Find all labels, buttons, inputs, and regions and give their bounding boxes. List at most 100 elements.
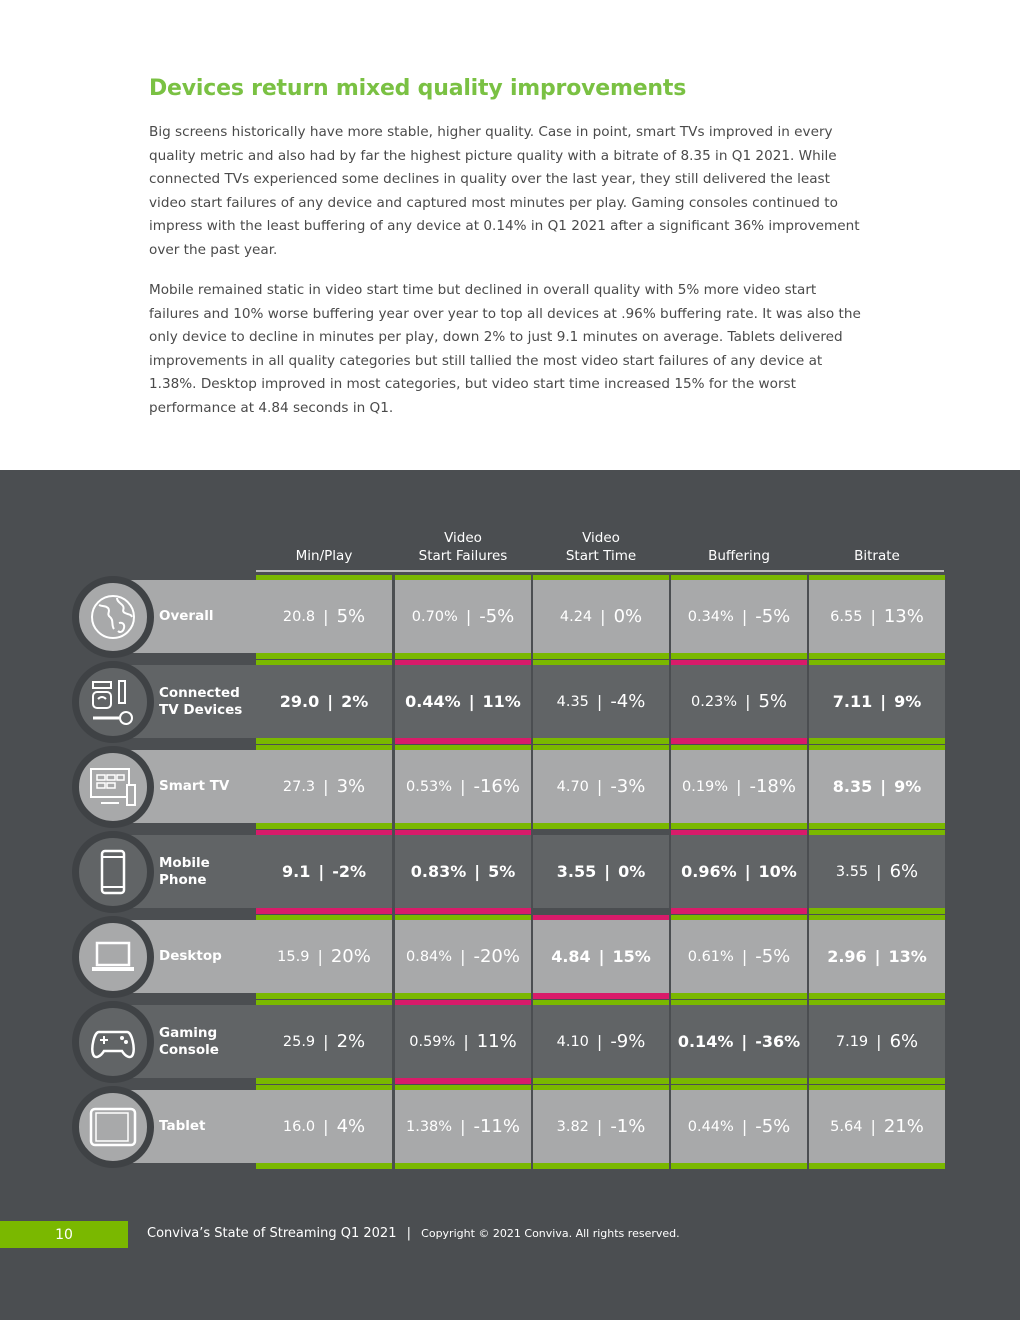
status-bar-bottom — [395, 738, 531, 744]
device-icon-badge — [72, 576, 154, 658]
table-cell: 5.64 | 21% — [809, 1090, 945, 1163]
status-bar-top — [809, 745, 945, 751]
cell-separator: | — [744, 862, 751, 881]
status-bar-top — [809, 830, 945, 836]
device-icon-badge — [72, 831, 154, 913]
cell-change: -3% — [610, 776, 646, 797]
status-bar-bottom — [533, 1078, 669, 1084]
status-bar-bottom — [533, 823, 669, 829]
table-cell: 0.44% | -5% — [671, 1090, 807, 1163]
status-bar-top — [533, 660, 669, 666]
cell-separator: | — [741, 607, 748, 626]
cell-change: 13% — [883, 606, 924, 627]
status-bar-bottom — [671, 1078, 807, 1084]
status-bar-top — [256, 1085, 392, 1091]
status-bar-top — [671, 1085, 807, 1091]
status-bar-bottom — [533, 653, 669, 659]
status-bar-top — [533, 1000, 669, 1006]
cell-change: 0% — [618, 862, 646, 881]
cell-value: 4.35 — [556, 693, 589, 710]
table-cell: 15.9 | 20% — [256, 920, 392, 993]
table-cell: 0.96% | 10% — [671, 835, 807, 908]
table-cell: 8.35 | 9% — [809, 750, 945, 823]
table-cell: 0.34% | -5% — [671, 580, 807, 653]
cell-value: 5.64 — [830, 1118, 863, 1135]
status-bar-top — [256, 1000, 392, 1006]
status-bar-bottom — [395, 1163, 531, 1169]
cell-separator: | — [327, 692, 334, 711]
status-bar-top — [671, 915, 807, 921]
status-bar-top — [395, 575, 531, 581]
cell-separator: | — [460, 1117, 466, 1136]
cell-separator: | — [463, 1032, 469, 1051]
cell-change: 5% — [336, 606, 366, 627]
table-cell: 4.70 | -3% — [533, 750, 669, 823]
cell-change: 5% — [488, 862, 516, 881]
table-cell: 20.8 | 5% — [256, 580, 392, 653]
cell-value: 6.55 — [830, 608, 863, 625]
device-icon-badge — [72, 746, 154, 828]
cell-change: -20% — [473, 946, 520, 967]
status-bar-top — [256, 660, 392, 666]
status-bar-bottom — [671, 738, 807, 744]
status-bar-top — [533, 575, 669, 581]
cell-separator: | — [596, 777, 603, 796]
cell-value: 3.55 — [556, 862, 597, 881]
column-header: Video Start Failures — [395, 525, 531, 565]
cell-change: 6% — [889, 861, 919, 882]
cell-change: -5% — [755, 606, 791, 627]
status-bar-top — [395, 1000, 531, 1006]
status-bar-top — [533, 745, 669, 751]
table-cell: 27.3 | 3% — [256, 750, 392, 823]
cell-value: 0.19% — [682, 778, 729, 795]
table-row: Smart TV 27.3 | 3% 0.53% | -16% 4.70 | -3% 0.19% | -… — [0, 745, 1020, 830]
cell-change: 15% — [612, 947, 651, 966]
row-label-text: Desktop — [159, 948, 222, 964]
paragraph: Big screens historically have more stabl… — [149, 124, 860, 258]
column-header: Bitrate — [809, 525, 945, 565]
table-cell: 3.55 | 6% — [809, 835, 945, 908]
table-cell: 6.55 | 13% — [809, 580, 945, 653]
row-label-text: Tablet — [159, 1118, 206, 1134]
status-bar-bottom — [256, 738, 392, 744]
status-bar-bottom — [533, 993, 669, 999]
footer-separator: | — [406, 1226, 412, 1241]
tablet-icon — [89, 1107, 137, 1147]
cell-separator: | — [323, 607, 329, 626]
cell-change: 6% — [889, 1031, 919, 1052]
row-label-text: Mobile Phone — [159, 854, 210, 888]
cell-change: 9% — [894, 777, 922, 796]
cell-change: 11% — [482, 692, 521, 711]
table-row: Tablet 16.0 | 4% 1.38% | -11% 3.82 | -1% 0.44% | -5%… — [0, 1085, 1020, 1170]
cell-value: 0.34% — [687, 608, 734, 625]
smart-tv-icon — [90, 768, 136, 806]
status-bar-top — [395, 1085, 531, 1091]
column-header-label: Buffering — [708, 548, 770, 564]
cell-change: 13% — [888, 947, 927, 966]
table-cell: 3.55 | 0% — [533, 835, 669, 908]
row-label: Overall — [159, 575, 213, 658]
cell-change: 20% — [330, 946, 371, 967]
cell-separator: | — [596, 1032, 603, 1051]
table-cell: 7.11 | 9% — [809, 665, 945, 738]
cell-value: 2.96 — [827, 947, 867, 966]
cell-value: 8.35 — [832, 777, 873, 796]
cell-change: 11% — [476, 1031, 517, 1052]
status-bar-bottom — [395, 908, 531, 914]
table-cell: 7.19 | 6% — [809, 1005, 945, 1078]
device-icon-badge — [72, 916, 154, 998]
table-row: Mobile Phone 9.1 | -2% 0.83% | 5% 3.55 | 0% 0.96% |… — [0, 830, 1020, 915]
table-cell: 0.23% | 5% — [671, 665, 807, 738]
column-header-label: Bitrate — [854, 548, 900, 564]
cell-separator: | — [745, 692, 751, 711]
table-cell: 4.10 | -9% — [533, 1005, 669, 1078]
cell-value: 7.11 — [832, 692, 873, 711]
cell-change: -18% — [749, 776, 796, 797]
column-header-label: Video Start Time — [565, 530, 637, 564]
table-row: Connected TV Devices 29.0 | 2% 0.44% | 11% 4.35… — [0, 660, 1020, 745]
status-bar-bottom — [809, 738, 945, 744]
cell-change: -5% — [755, 1116, 791, 1137]
cell-change: 3% — [336, 776, 366, 797]
cell-separator: | — [460, 947, 466, 966]
cell-value: 0.83% — [410, 862, 467, 881]
